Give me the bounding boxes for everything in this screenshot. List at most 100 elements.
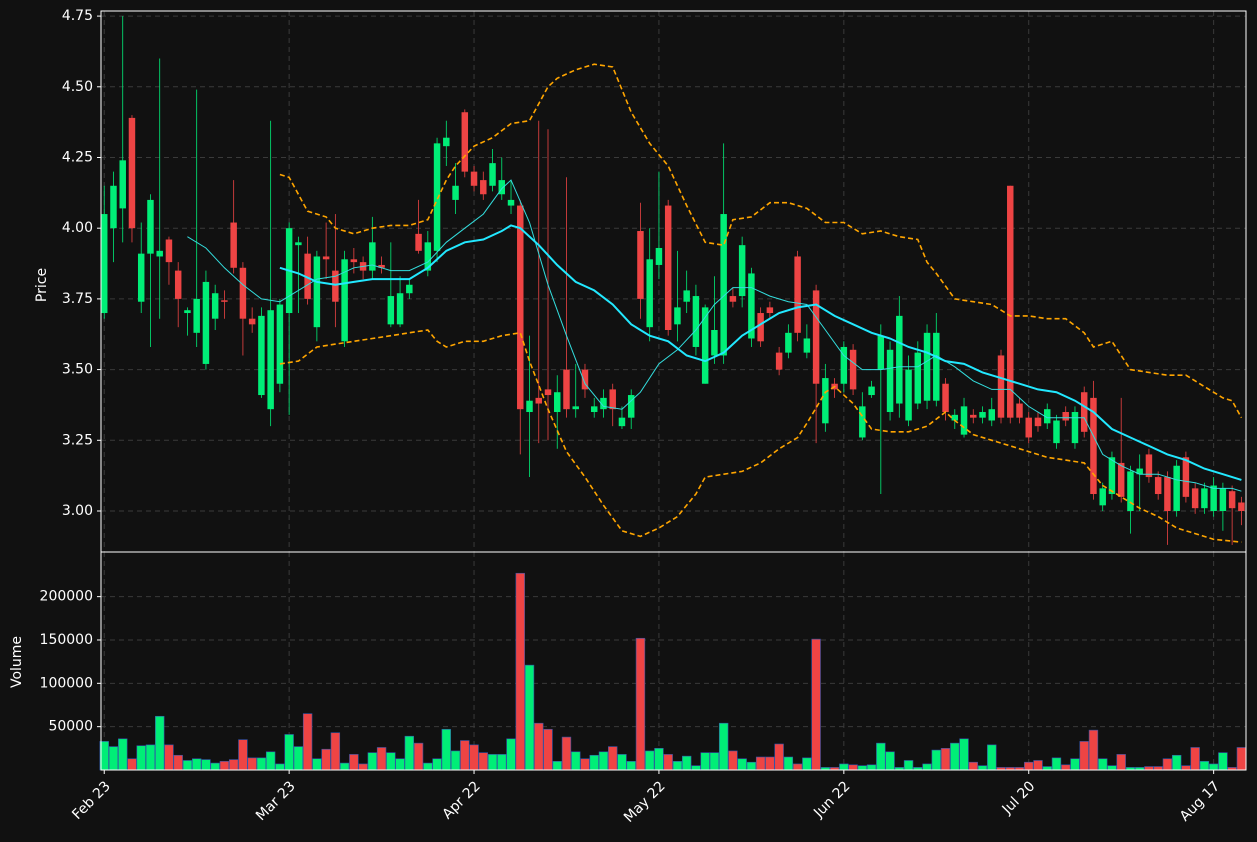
volume-bar: [1171, 754, 1182, 771]
candle-body: [211, 293, 219, 319]
volume-bar: [681, 755, 692, 771]
candle-body: [378, 264, 385, 268]
volume-bar: [413, 742, 424, 771]
candle-body: [1090, 397, 1097, 495]
candle-body: [960, 406, 968, 435]
volume-bar: [349, 754, 359, 771]
volume-bar: [1208, 763, 1219, 771]
volume-bar: [1162, 758, 1173, 771]
candle-body: [1182, 457, 1190, 497]
candle-body: [1164, 477, 1171, 511]
y-tick-label: 150000: [40, 632, 93, 648]
volume-bar: [432, 758, 442, 771]
candle-body: [1127, 471, 1134, 511]
candle-body: [295, 242, 302, 246]
volume-bar: [700, 752, 710, 771]
candle-body: [230, 222, 237, 268]
y-tick-label: 4.50: [62, 79, 93, 95]
volume-bar: [1199, 761, 1210, 771]
candle-body: [554, 392, 561, 413]
volume-bar: [497, 754, 507, 771]
volume-bar: [127, 758, 137, 771]
volume-bar: [155, 715, 165, 771]
volume-bar: [663, 754, 673, 771]
candle-body: [923, 332, 931, 401]
line-series: [279, 63, 1243, 419]
candle-body: [868, 386, 875, 396]
volume-bar: [1051, 757, 1062, 771]
volume-bar: [256, 757, 267, 771]
candle-body: [544, 389, 552, 396]
candle-body: [350, 259, 358, 263]
volume-bar: [903, 760, 914, 771]
volume-bar: [608, 746, 618, 771]
candle-body: [1053, 420, 1060, 444]
volume-bar: [691, 765, 701, 771]
volume-bar: [885, 751, 895, 771]
volume-bar: [755, 756, 766, 771]
volume-bar: [654, 748, 664, 771]
candle-body: [711, 330, 718, 356]
candle-body: [840, 346, 848, 384]
candle-body: [332, 270, 339, 302]
candle-body: [369, 242, 376, 271]
candle-body: [1191, 488, 1199, 509]
volume-bar: [524, 664, 535, 771]
candle-body: [785, 332, 792, 353]
candle-body: [517, 205, 524, 410]
candle-body: [600, 397, 607, 410]
candle-body: [970, 414, 977, 418]
candle-body: [276, 304, 284, 384]
volume-bar: [598, 751, 609, 771]
candle-body: [1136, 468, 1143, 475]
volume-bar: [1190, 747, 1200, 771]
volume-bar: [940, 748, 951, 771]
volume-bar: [330, 732, 341, 771]
candle-body: [1145, 454, 1153, 478]
candle-body: [1173, 465, 1180, 511]
volume-bar: [709, 752, 720, 771]
candle-body: [988, 409, 995, 421]
candle-body: [322, 256, 330, 260]
candle-body: [1007, 185, 1014, 418]
candle-body: [1062, 412, 1069, 421]
y-tick-label: 100000: [40, 675, 93, 691]
volume-bar: [1033, 760, 1043, 771]
volume-bar: [145, 744, 156, 771]
y-tick-label: 3.25: [62, 432, 93, 448]
candle-body: [748, 273, 755, 339]
candle-body: [1210, 485, 1217, 511]
volume-bar: [839, 763, 849, 771]
candle-body: [794, 256, 801, 333]
candle-body: [646, 259, 653, 328]
volume-bar: [645, 750, 655, 771]
candle-body: [738, 245, 746, 297]
candle-body: [110, 185, 117, 229]
y-tick-label: 4.25: [62, 149, 93, 165]
candle-body: [812, 290, 820, 384]
candle-body: [859, 406, 866, 438]
candle-body: [701, 307, 709, 384]
volume-bar: [423, 762, 433, 771]
candle-body: [1071, 412, 1079, 444]
volume-bar: [977, 765, 988, 771]
volume-bar: [1181, 765, 1191, 771]
candle-body: [193, 298, 200, 333]
candle-body: [1108, 457, 1116, 495]
volume-bar: [136, 745, 146, 771]
candle-body: [461, 112, 469, 172]
candle-body: [165, 239, 173, 263]
volume-bar: [848, 764, 858, 771]
candle-body: [1034, 417, 1042, 427]
candle-body: [609, 389, 616, 410]
volume-bar: [108, 746, 119, 771]
volume-bar: [1098, 758, 1108, 771]
volume-bar: [191, 758, 202, 771]
candle-body: [424, 242, 432, 271]
volume-bar: [931, 749, 941, 771]
volume-bar: [728, 750, 738, 771]
volume-bar: [922, 763, 932, 771]
volume-bar: [1088, 729, 1099, 771]
